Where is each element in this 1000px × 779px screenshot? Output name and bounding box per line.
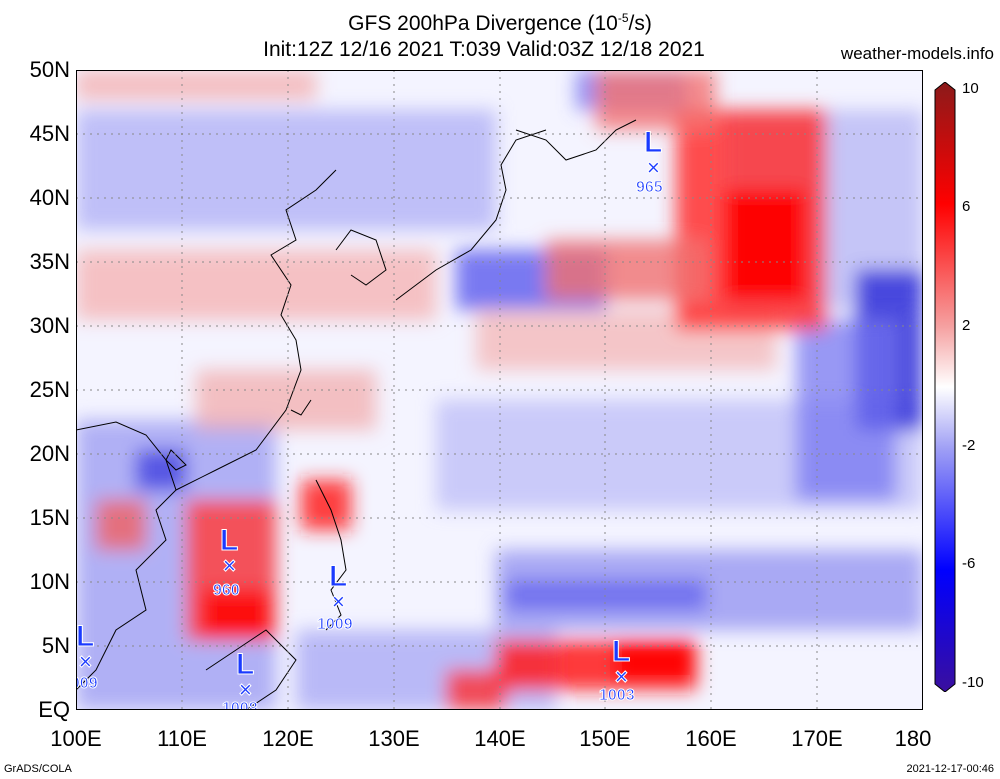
lon-label: 130E	[368, 726, 420, 751]
divergence-field	[76, 70, 923, 710]
low-markers: L × 965 L × 960 L × 1009 L × 1009 L ×	[76, 126, 664, 711]
low-marker[interactable]: L × 965	[636, 126, 664, 197]
japan-coast	[395, 129, 547, 301]
low-marker[interactable]: L × 1009	[76, 620, 98, 693]
svg-text:L: L	[329, 560, 347, 593]
coastlines	[76, 119, 637, 710]
colorbar-label: 6	[962, 198, 971, 215]
taiwan-coast	[290, 399, 312, 416]
lat-label: 15N	[29, 505, 70, 530]
svg-text:×: ×	[239, 677, 252, 702]
lat-label: 20N	[29, 441, 70, 466]
map-frame	[76, 70, 923, 710]
graticule	[76, 70, 923, 710]
lat-label: 50N	[29, 57, 70, 82]
colorbar-label: 10	[962, 80, 979, 97]
china-coast	[175, 169, 337, 491]
hokkaido-coast	[515, 119, 637, 161]
colorbar	[934, 82, 956, 692]
svg-text:L: L	[612, 635, 630, 668]
svg-text:L: L	[236, 648, 254, 681]
svg-text:×: ×	[332, 589, 345, 614]
low-marker[interactable]: L × 1009	[317, 560, 354, 634]
hainan-coast	[165, 449, 187, 471]
lon-label: 110E	[157, 726, 207, 751]
low-marker[interactable]: L × 1008	[222, 648, 259, 711]
colorbar-label: -10	[962, 674, 984, 691]
svg-text:1003: 1003	[599, 687, 635, 704]
lat-label: 45N	[29, 121, 70, 146]
colorbar-label: -2	[962, 437, 976, 454]
lon-label: 180	[894, 726, 932, 751]
borneo-coast	[205, 629, 297, 710]
colorbar-label: -6	[962, 555, 976, 572]
svg-text:1009: 1009	[76, 675, 98, 692]
svg-text:×: ×	[223, 553, 236, 578]
svg-text:L: L	[220, 524, 238, 557]
lat-label: 35N	[29, 249, 70, 274]
svg-text:1008: 1008	[222, 700, 258, 710]
chart-subtitle: Init:12Z 12/16 2021 T:039 Valid:03Z 12/1…	[263, 38, 705, 61]
lon-label: 170E	[791, 726, 843, 751]
svg-text:×: ×	[647, 155, 660, 180]
lat-label: 40N	[29, 185, 70, 210]
divergence-map[interactable]: L × 965 L × 960 L × 1009 L × 1009 L ×	[76, 70, 923, 710]
lon-label: 120E	[262, 726, 314, 751]
colorbar-label: 2	[962, 317, 971, 334]
svg-text:×: ×	[615, 664, 628, 689]
colorbar-fill	[934, 82, 956, 692]
lat-label: 25N	[29, 377, 70, 402]
philippines-coast	[315, 479, 347, 631]
korea-coast	[335, 229, 387, 286]
indochina-coast	[76, 421, 177, 691]
lat-label: EQ	[38, 697, 70, 722]
svg-text:L: L	[76, 620, 94, 653]
lon-label: 100E	[50, 726, 102, 751]
svg-text:×: ×	[79, 649, 92, 674]
svg-text:965: 965	[636, 179, 663, 196]
site-credit: weather-models.info	[840, 44, 994, 63]
lat-label: 30N	[29, 313, 70, 338]
lon-label: 150E	[579, 726, 631, 751]
svg-text:L: L	[644, 126, 662, 159]
footer-credit: GrADS/COLA	[4, 763, 72, 775]
low-marker[interactable]: L × 960	[213, 524, 241, 600]
footer-timestamp: 2021-12-17-00:46	[906, 763, 994, 775]
svg-text:960: 960	[213, 582, 240, 599]
lon-label: 140E	[474, 726, 526, 751]
svg-text:1009: 1009	[317, 616, 353, 633]
chart-title: GFS 200hPa Divergence (10-5/s)	[348, 11, 652, 35]
lon-label: 160E	[685, 726, 737, 751]
low-marker[interactable]: L × 1003	[599, 635, 636, 705]
lat-label: 10N	[29, 569, 70, 594]
lat-label: 5N	[41, 633, 70, 658]
